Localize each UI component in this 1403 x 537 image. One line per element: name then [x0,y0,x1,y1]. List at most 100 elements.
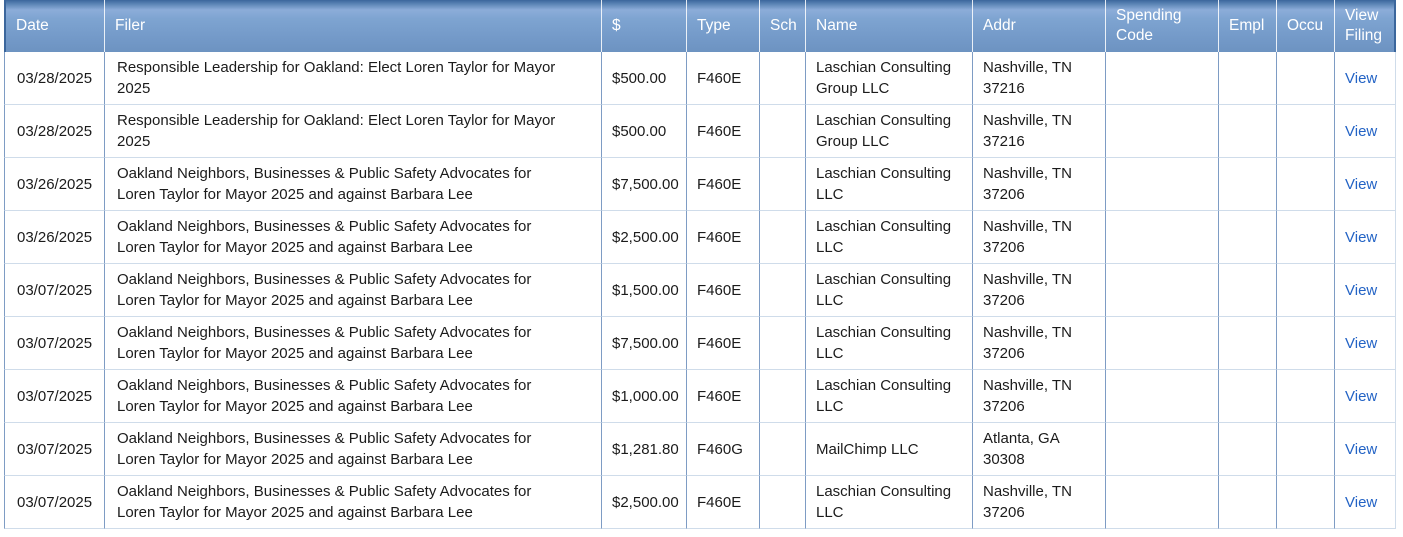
view-filing-link[interactable]: View [1345,334,1378,352]
cell-name: Laschian Consulting LLC [805,211,972,264]
column-header-addr: Addr [972,0,1105,52]
view-filing-link[interactable]: View [1345,281,1378,299]
cell-spending-code [1105,52,1218,105]
cell-spending-code [1105,317,1218,370]
cell-view-filing: View [1334,105,1396,158]
cell-type: F460G [686,423,759,476]
cell-filer: Oakland Neighbors, Businesses & Public S… [104,423,601,476]
cell-spending-code [1105,264,1218,317]
cell-sch [759,52,805,105]
cell-sch [759,423,805,476]
view-filing-link[interactable]: View [1345,440,1378,458]
cell-filer: Oakland Neighbors, Businesses & Public S… [104,158,601,211]
cell-date: 03/26/2025 [4,158,104,211]
cell-type: F460E [686,264,759,317]
view-filing-link[interactable]: View [1345,122,1378,140]
cell-addr: Nashville, TN 37206 [972,211,1105,264]
cell-date: 03/07/2025 [4,264,104,317]
cell-name: Laschian Consulting LLC [805,317,972,370]
cell-amount: $500.00 [601,52,686,105]
cell-view-filing: View [1334,423,1396,476]
table-row: 03/07/2025 Oakland Neighbors, Businesses… [4,423,1396,476]
cell-view-filing: View [1334,158,1396,211]
cell-addr: Nashville, TN 37206 [972,317,1105,370]
header-row: Date Filer $ Type Sch Name Addr Spending… [4,0,1396,52]
column-header-type: Type [686,0,759,52]
cell-occu [1276,105,1334,158]
column-header-sch: Sch [759,0,805,52]
cell-addr: Nashville, TN 37206 [972,264,1105,317]
cell-date: 03/28/2025 [4,52,104,105]
cell-empl [1218,370,1276,423]
column-header-occu: Occu [1276,0,1334,52]
cell-empl [1218,211,1276,264]
cell-name: MailChimp LLC [805,423,972,476]
cell-filer: Responsible Leadership for Oakland: Elec… [104,52,601,105]
cell-sch [759,476,805,529]
table-row: 03/26/2025 Oakland Neighbors, Businesses… [4,211,1396,264]
cell-occu [1276,264,1334,317]
column-header-filer: Filer [104,0,601,52]
cell-name: Laschian Consulting Group LLC [805,52,972,105]
cell-name: Laschian Consulting LLC [805,476,972,529]
view-filing-link[interactable]: View [1345,493,1378,511]
cell-view-filing: View [1334,52,1396,105]
cell-amount: $2,500.00 [601,211,686,264]
cell-amount: $7,500.00 [601,158,686,211]
cell-empl [1218,105,1276,158]
cell-occu [1276,423,1334,476]
cell-amount: $500.00 [601,105,686,158]
cell-filer: Oakland Neighbors, Businesses & Public S… [104,476,601,529]
cell-sch [759,105,805,158]
cell-view-filing: View [1334,476,1396,529]
cell-addr: Nashville, TN 37216 [972,105,1105,158]
cell-date: 03/28/2025 [4,105,104,158]
cell-sch [759,264,805,317]
cell-name: Laschian Consulting Group LLC [805,105,972,158]
cell-filer: Responsible Leadership for Oakland: Elec… [104,105,601,158]
cell-amount: $1,281.80 [601,423,686,476]
cell-empl [1218,317,1276,370]
cell-occu [1276,211,1334,264]
column-header-view-filing: View Filing [1334,0,1396,52]
cell-empl [1218,264,1276,317]
cell-date: 03/07/2025 [4,317,104,370]
cell-addr: Atlanta, GA 30308 [972,423,1105,476]
column-header-spending-code: Spending Code [1105,0,1218,52]
view-filing-link[interactable]: View [1345,387,1378,405]
cell-name: Laschian Consulting LLC [805,264,972,317]
cell-type: F460E [686,317,759,370]
view-filing-link[interactable]: View [1345,69,1378,87]
cell-addr: Nashville, TN 37206 [972,370,1105,423]
cell-view-filing: View [1334,317,1396,370]
table-row: 03/07/2025 Oakland Neighbors, Businesses… [4,370,1396,423]
cell-spending-code [1105,105,1218,158]
cell-type: F460E [686,158,759,211]
filings-table: Date Filer $ Type Sch Name Addr Spending… [4,0,1396,529]
cell-filer: Oakland Neighbors, Businesses & Public S… [104,317,601,370]
cell-type: F460E [686,52,759,105]
cell-date: 03/07/2025 [4,370,104,423]
cell-amount: $1,000.00 [601,370,686,423]
cell-spending-code [1105,423,1218,476]
cell-amount: $7,500.00 [601,317,686,370]
view-filing-link[interactable]: View [1345,228,1378,246]
cell-addr: Nashville, TN 37206 [972,476,1105,529]
cell-occu [1276,158,1334,211]
cell-view-filing: View [1334,211,1396,264]
table-row: 03/28/2025 Responsible Leadership for Oa… [4,52,1396,105]
cell-type: F460E [686,476,759,529]
column-header-empl: Empl [1218,0,1276,52]
cell-spending-code [1105,476,1218,529]
cell-occu [1276,52,1334,105]
cell-sch [759,370,805,423]
cell-type: F460E [686,370,759,423]
cell-spending-code [1105,370,1218,423]
column-header-name: Name [805,0,972,52]
cell-spending-code [1105,158,1218,211]
cell-name: Laschian Consulting LLC [805,370,972,423]
cell-addr: Nashville, TN 37216 [972,52,1105,105]
table-row: 03/26/2025 Oakland Neighbors, Businesses… [4,158,1396,211]
cell-amount: $2,500.00 [601,476,686,529]
view-filing-link[interactable]: View [1345,175,1378,193]
